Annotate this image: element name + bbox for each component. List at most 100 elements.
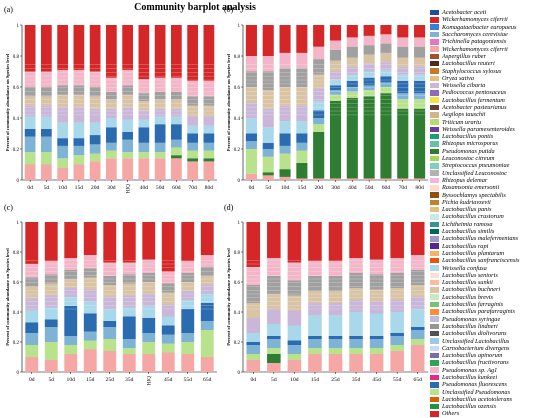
- bar-segment: [328, 339, 343, 348]
- bar-segment: [390, 222, 404, 258]
- bar-segment: [363, 90, 375, 97]
- bar-segment: [24, 152, 36, 165]
- x-tick-label: 55d: [184, 377, 193, 383]
- bar-segment: [24, 71, 36, 87]
- bar-segment: [279, 169, 291, 177]
- y-tick-label: 0.8: [13, 55, 20, 60]
- x-tick-label: 5d: [271, 377, 277, 383]
- x-tick-label: HJQ: [147, 376, 153, 386]
- legend-label: Lactobacillus farraginis: [442, 301, 504, 309]
- bar-segment: [246, 318, 261, 333]
- legend-swatch: [430, 382, 439, 388]
- legend: Acetobacter aceti Wickerhamomyces ciferri…: [430, 9, 550, 418]
- bar-segment: [380, 76, 392, 83]
- bar-segment: [122, 262, 136, 275]
- legend-label: Aspergillus ruber: [442, 52, 487, 60]
- bar-segment: [279, 25, 291, 53]
- bar-segment: [380, 43, 392, 53]
- bar-segment: [414, 99, 426, 109]
- bar-segment: [245, 87, 257, 103]
- x-tick-label: 65d: [203, 377, 212, 383]
- bar-segment: [44, 342, 58, 360]
- bar-segment: [296, 68, 308, 87]
- bar-segment: [181, 300, 195, 309]
- bar-segment: [138, 79, 150, 94]
- legend-label: Lactobacillus brevis: [442, 293, 494, 301]
- legend-label: Wickerhamomyces ciferrii: [442, 16, 508, 24]
- bar-segment: [171, 25, 182, 78]
- bar-segment: [296, 121, 308, 134]
- legend-label: Unclassified Pseudomonas: [442, 388, 511, 396]
- legend-item: Lactobacillus senioris: [430, 272, 550, 279]
- bar-segment: [390, 273, 404, 288]
- legend-swatch: [430, 323, 439, 330]
- figure-title: Community barplot analysis: [134, 2, 256, 13]
- x-tick-label: 25d: [331, 377, 340, 383]
- bar-segment: [369, 289, 384, 302]
- bar-segment: [187, 116, 198, 126]
- bar-segment: [329, 90, 342, 95]
- bar-segment: [329, 49, 342, 61]
- bar-segment: [313, 25, 325, 47]
- bar-segment: [64, 288, 78, 297]
- bar-segment: [287, 360, 302, 372]
- bar-segment: [363, 63, 375, 72]
- bar-segment: [203, 116, 215, 126]
- x-tick-label: 5d: [44, 185, 50, 191]
- legend-item: Lactobacillus acetotolerans: [430, 396, 550, 403]
- legend-label: Lactobacillus panis: [442, 206, 492, 214]
- bar-segment: [397, 46, 409, 58]
- legend-item: Lactobacillus kunkeei: [430, 374, 550, 381]
- bar-segment: [414, 93, 426, 100]
- bar-segment: [138, 93, 150, 101]
- bar-segment: [279, 176, 291, 180]
- bar-segment: [73, 94, 85, 108]
- legend-label: Lactobacillus sunkii: [442, 279, 493, 287]
- legend-label: Trichinella patagoniensis: [442, 38, 507, 46]
- bar-segment: [187, 133, 198, 143]
- bar-segment: [346, 97, 358, 179]
- figure-canvas: (a) Percent of community abundance on Spe…: [4, 5, 428, 386]
- bar-segment: [181, 222, 195, 261]
- bar-segment: [390, 351, 404, 372]
- bar-segment: [25, 345, 39, 357]
- bar-segment: [41, 136, 52, 153]
- bar-segment: [154, 158, 166, 180]
- legend-label: Pseudomonas fluorescens: [442, 381, 508, 389]
- bar-segment: [171, 124, 182, 140]
- bar-segment: [262, 71, 274, 91]
- bar-segment: [262, 175, 274, 180]
- legend-swatch: [430, 148, 439, 155]
- bar-segment: [83, 349, 97, 372]
- bar-segment: [161, 222, 175, 272]
- bar-segment: [106, 150, 117, 159]
- legend-item: Others: [430, 410, 550, 417]
- bar-segment: [262, 149, 274, 157]
- legend-swatch: [430, 257, 439, 264]
- bar-segment: [142, 318, 156, 333]
- legend-item: Pichia kudriavzevii: [430, 199, 550, 206]
- y-tick-label: 1: [17, 221, 20, 226]
- bar-segment: [245, 149, 257, 174]
- legend-item: Unclassified Lactobacillus: [430, 337, 550, 345]
- bar-segment: [103, 297, 117, 309]
- legend-item: Acetobacter aceti: [430, 9, 550, 16]
- bar-segment: [64, 270, 78, 279]
- bar-segment: [267, 354, 281, 363]
- legend-swatch: [430, 119, 439, 125]
- bar-segment: [245, 56, 257, 72]
- bar-segment: [390, 336, 404, 345]
- bar-segment: [57, 145, 68, 159]
- bar-segment: [349, 336, 363, 339]
- bar-segment: [296, 178, 308, 180]
- bar-segment: [414, 178, 426, 180]
- legend-swatch: [430, 301, 439, 308]
- chart-panel-3: (c) Percent of community abundance on Spe…: [4, 203, 217, 386]
- y-tick-label: 1: [238, 24, 241, 29]
- bar-segment: [313, 178, 325, 180]
- bar-segment: [410, 309, 425, 327]
- bar-segment: [25, 357, 39, 372]
- bar-segment: [200, 255, 214, 267]
- legend-item: Trichinella patagoniensis: [430, 38, 550, 45]
- legend-label: Unclassified Leuconostoc: [442, 169, 507, 177]
